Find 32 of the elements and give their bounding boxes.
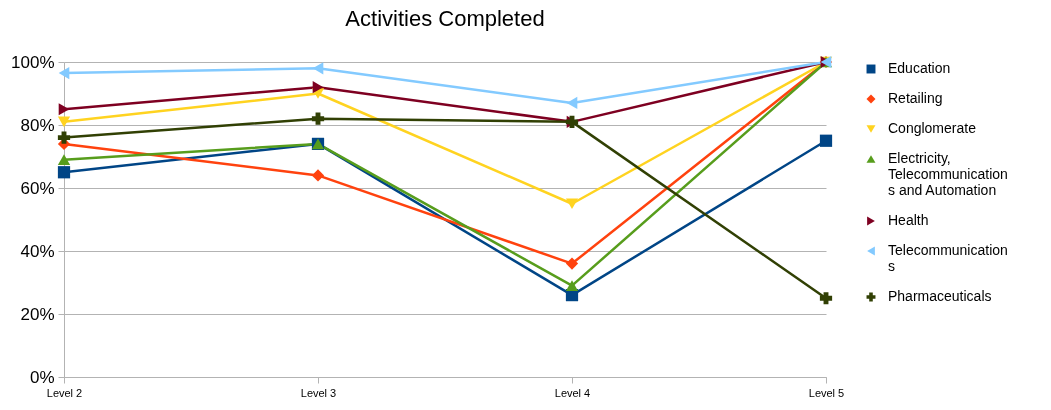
y-tick-label: 0% [29,367,55,387]
legend-label: Retailing [888,90,943,106]
point [57,166,71,179]
x-tick-label: Level 2 [46,386,83,399]
y-tick-label: 20% [20,304,55,324]
y-tick-label: 100% [11,52,55,72]
x-tick-label: Level 3 [300,386,337,399]
point [57,154,71,165]
legend-label: Telecommunications [888,242,1008,274]
y-tick-label: 80% [20,115,55,135]
y-tick-label: 60% [20,178,55,198]
legend-label: Electricity, Telecommunications and Automation [888,150,1008,198]
point [311,169,325,182]
point [566,96,578,110]
legend-label: Pharmaceuticals [888,288,992,304]
y-tick-label: 40% [20,241,55,261]
point [565,257,579,270]
legend-label: Health [888,212,929,228]
chart-title: Activities Completed [345,6,545,31]
legend-label: Conglomerate [888,120,977,136]
point [819,292,833,305]
point [57,116,71,128]
point [57,131,71,144]
point [565,280,579,291]
x-tick-label: Level 4 [554,386,591,399]
legend-label: Education [888,60,951,76]
point [819,134,833,147]
point [311,112,325,125]
point [58,66,70,80]
point [312,81,324,94]
x-tick-label: Level 5 [808,386,845,399]
point [565,198,579,210]
